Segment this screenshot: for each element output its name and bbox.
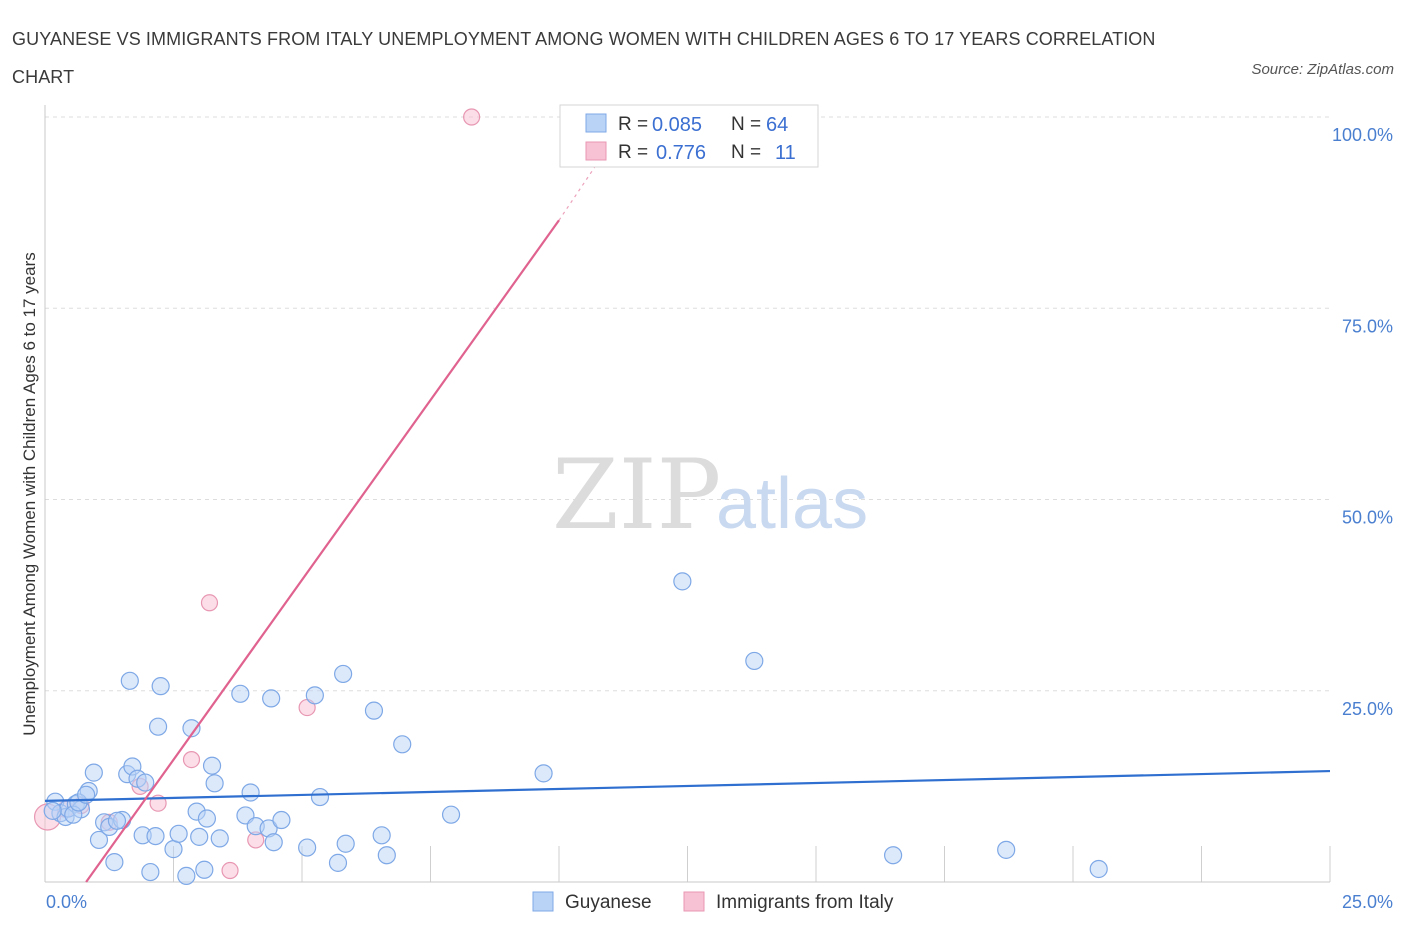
guyanese-point (105, 853, 124, 872)
guyanese-point (141, 862, 160, 882)
italy-point (182, 750, 201, 769)
legend-italy-swatch (585, 141, 607, 161)
y-tick-label-75: 75.0% (1342, 316, 1393, 336)
guyanese-point (334, 664, 353, 684)
watermark: ZIP atlas (552, 439, 868, 551)
bottom-legend-guyanese: Guyanese (565, 892, 652, 913)
guyanese-point (84, 763, 103, 782)
guyanese-point (364, 701, 384, 720)
guyanese-point (305, 686, 324, 705)
guyanese-point (202, 756, 222, 775)
italy-point (463, 108, 481, 126)
guyanese-trend-line (44, 769, 1331, 803)
guyanese-point (164, 840, 183, 859)
guyanese-point (441, 805, 461, 824)
guyanese-point (310, 787, 330, 807)
guyanese-point (89, 830, 109, 850)
axes (44, 105, 1330, 883)
legend-bottom: Guyanese Immigrants from Italy (532, 891, 894, 913)
italy-trend-line (85, 219, 560, 883)
legend-n-label-1: N = (731, 114, 761, 135)
guyanese-point (231, 684, 250, 703)
guyanese-point (328, 853, 348, 872)
legend-n-label-2: N = (731, 142, 761, 163)
bottom-legend-italy-swatch (683, 891, 705, 912)
guyanese-point (195, 860, 214, 879)
guyanese-point (43, 801, 62, 820)
guyanese-point (190, 827, 209, 846)
y-tick-label-100: 100.0% (1332, 125, 1393, 145)
guyanese-point (372, 826, 391, 845)
y-tick-label-25: 25.0% (1342, 699, 1393, 719)
guyanese-point (883, 846, 903, 865)
guyanese-point (151, 677, 170, 696)
legend-r-value-1: 0.085 (652, 114, 702, 136)
guyanese-point (298, 838, 317, 857)
guyanese-point (534, 764, 553, 783)
guyanese-point (262, 689, 281, 708)
legend-r-label-2: R = (618, 142, 648, 163)
guyanese-point (393, 735, 412, 754)
guyanese-point (169, 824, 188, 843)
guyanese-point (107, 811, 127, 830)
x-tick-label-min: 0.0% (46, 892, 87, 912)
italy-point (221, 861, 239, 880)
guyanese-points (43, 572, 1108, 885)
legend-guyanese-swatch (585, 113, 607, 133)
legend-n-value-1: 64 (766, 114, 788, 136)
y-axis-label: Unemployment Among Women with Children A… (20, 252, 39, 736)
legend-r-value-2: 0.776 (656, 142, 706, 164)
watermark-zip: ZIP (552, 439, 721, 551)
guyanese-point (745, 651, 764, 671)
trend-lines (44, 166, 1331, 883)
bottom-legend-guyanese-swatch (532, 891, 554, 912)
guyanese-point (997, 840, 1016, 859)
italy-points (33, 108, 481, 880)
guyanese-point (272, 810, 291, 830)
guyanese-point (120, 671, 139, 690)
italy-trend-extension (558, 166, 596, 221)
legend-top: R = 0.085 N = 64 R = 0.776 N = 11 (559, 104, 819, 168)
guyanese-point (148, 717, 168, 736)
guyanese-point (177, 866, 196, 885)
legend-n-value-2: 11 (775, 142, 796, 164)
x-tick-labels: 0.0% 25.0% (46, 892, 1393, 912)
guyanese-point (205, 774, 224, 793)
guyanese-point (1089, 859, 1108, 879)
guyanese-point (136, 773, 155, 792)
guyanese-point (197, 809, 217, 828)
guyanese-point (146, 826, 165, 846)
chart-source: Source: ZipAtlas.com (1251, 61, 1394, 78)
guyanese-point (377, 846, 396, 865)
guyanese-point (241, 783, 260, 802)
legend-r-label-1: R = (618, 114, 648, 135)
guyanese-point (210, 829, 229, 848)
y-tick-label-50: 50.0% (1342, 508, 1393, 528)
guyanese-point (264, 833, 283, 852)
guyanese-point (336, 834, 355, 853)
italy-point (200, 594, 219, 612)
chart-title: GUYANESE VS IMMIGRANTS FROM ITALY UNEMPL… (12, 29, 1156, 87)
bottom-legend-italy: Immigrants from Italy (716, 892, 894, 913)
y-tick-labels: 25.0% 50.0% 75.0% 100.0% (1332, 125, 1393, 719)
x-tick-label-max: 25.0% (1342, 892, 1393, 912)
guyanese-point (182, 719, 201, 738)
watermark-atlas: atlas (716, 464, 868, 544)
guyanese-point (673, 572, 692, 591)
